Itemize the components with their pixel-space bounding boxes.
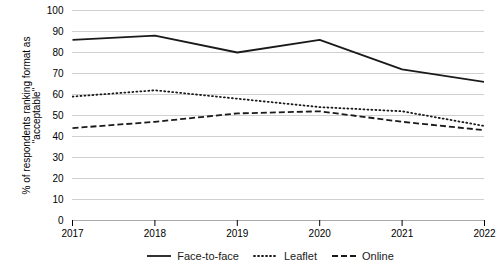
svg-text:30: 30 [52, 152, 64, 163]
svg-text:70: 70 [52, 68, 64, 79]
svg-text:80: 80 [52, 47, 64, 58]
svg-text:2020: 2020 [309, 228, 332, 239]
svg-text:2022: 2022 [473, 228, 496, 239]
html-text:Leaflet: Leaflet [284, 250, 317, 262]
svg-text:50: 50 [52, 110, 64, 121]
svg-text:100: 100 [47, 5, 64, 16]
svg-text:60: 60 [52, 89, 64, 100]
svg-text:90: 90 [52, 26, 64, 37]
svg-text:40: 40 [52, 131, 64, 142]
svg-text:% of respondents ranking forma: % of respondents ranking format as"accep… [21, 37, 42, 195]
svg-text:2018: 2018 [144, 228, 167, 239]
svg-text:2021: 2021 [391, 228, 414, 239]
html-text:Face-to-face: Face-to-face [177, 250, 239, 262]
svg-text:0: 0 [58, 215, 64, 226]
svg-text:2019: 2019 [226, 228, 249, 239]
html-text:Online: Online [362, 250, 394, 262]
svg-text:2017: 2017 [61, 228, 84, 239]
svg-text:20: 20 [52, 173, 64, 184]
svg-text:10: 10 [52, 194, 64, 205]
